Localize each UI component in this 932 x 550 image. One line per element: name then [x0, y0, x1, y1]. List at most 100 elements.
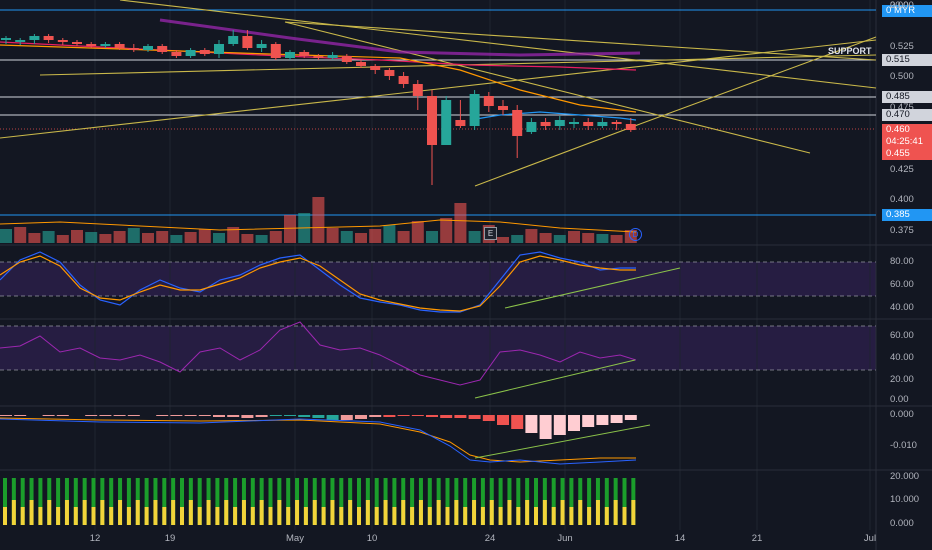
volume-bar [582, 233, 595, 243]
candle-body [100, 44, 111, 46]
macd-histogram-bar [553, 415, 566, 435]
indicator-bar-yellow [268, 507, 273, 525]
bar-tick-label: 20.000 [890, 471, 920, 482]
support-annotation[interactable]: SUPPORT [828, 46, 872, 56]
candle-body [228, 36, 239, 44]
macd-histogram-bar [241, 415, 254, 418]
macd-histogram-bar [113, 415, 126, 416]
volume-bar [525, 229, 538, 243]
currency-badge[interactable]: 0 MYR [882, 5, 932, 17]
time-tick-label: 12 [89, 533, 101, 544]
candle-body [483, 96, 494, 106]
candle-body [356, 62, 366, 66]
candle-body [171, 52, 182, 56]
indicator-bar-green [20, 478, 25, 525]
candle-body [285, 52, 295, 58]
indicator-bar-yellow [631, 500, 636, 525]
indicator-bar-green [56, 478, 61, 525]
macd-histogram-bar [127, 415, 140, 416]
indicator-bar-yellow [91, 507, 96, 525]
dividend-marker[interactable]: D [629, 228, 642, 241]
candle-body [43, 36, 54, 40]
macd-histogram-bar [610, 415, 623, 423]
indicator-bar-yellow [135, 500, 140, 525]
macd-histogram-bar [284, 415, 296, 416]
last-price-label: 0.460 04:25:41 [882, 124, 932, 148]
indicator-bar-yellow [56, 507, 61, 525]
indicator-bar-green [73, 478, 78, 525]
indicator-bar-yellow [454, 500, 459, 525]
macd-histogram-bar [198, 415, 211, 416]
volume-bar [99, 234, 112, 243]
indicator-bar-yellow [604, 507, 609, 525]
volume-bar [85, 232, 98, 243]
indicator-bar-green [109, 478, 114, 525]
indicator-bar-yellow [29, 500, 34, 525]
indicator-bar-yellow [180, 507, 184, 525]
indicator-bar-green [357, 478, 361, 525]
macd-histogram-bar [340, 415, 353, 420]
volume-bar [312, 197, 325, 243]
candle-body [299, 52, 310, 56]
indicator-bar-yellow [587, 507, 592, 525]
volume-bar [170, 235, 183, 243]
macd-histogram-bar [227, 415, 240, 417]
macd-histogram-bar [0, 415, 12, 416]
indicator-bar-yellow [162, 507, 167, 525]
indicator-bar-green [250, 478, 255, 525]
volume-bar [411, 221, 424, 243]
candle-body [199, 50, 210, 54]
indicator-bar-yellow [215, 507, 220, 525]
macd-histogram-bar [482, 415, 495, 421]
candle-body [384, 70, 395, 76]
macd-histogram-bar [468, 415, 481, 419]
candle-body [214, 44, 224, 54]
indicator-bar-green [622, 478, 627, 525]
volume-bar [326, 228, 339, 243]
volume-bar [198, 229, 211, 243]
volume-bar [0, 229, 12, 243]
volume-bar [284, 215, 296, 243]
time-tick-label: May [286, 533, 304, 544]
time-tick-label: 21 [751, 533, 763, 544]
volume-bar [511, 235, 524, 243]
candle-body [597, 122, 608, 126]
macd-histogram-bar [213, 415, 225, 417]
time-tick-label: Jun [557, 533, 573, 544]
indicator-bar-yellow [507, 500, 512, 525]
time-tick-label: 14 [674, 533, 686, 544]
indicator-bar-green [144, 478, 149, 525]
volume-bar [113, 231, 126, 243]
volume-bar [468, 231, 481, 243]
indicator-bar-green [197, 478, 202, 525]
macd-histogram-bar [298, 415, 311, 417]
macd-histogram-bar [269, 415, 282, 416]
level-455-label: 0.455 [882, 148, 932, 160]
indicator-bar-yellow [277, 500, 282, 525]
volume-bar [397, 231, 410, 243]
indicator-bar-green [268, 478, 273, 525]
level-385-label: 0.385 [882, 209, 932, 221]
indicator-bar-yellow [295, 500, 300, 525]
rsi-tick-label: 20.00 [890, 374, 914, 385]
candle-body [72, 42, 82, 44]
macd-histogram-bar [383, 415, 396, 417]
indicator-bar-yellow [126, 507, 131, 525]
indicator-bar-yellow [427, 507, 432, 525]
time-tick-label: 24 [484, 533, 496, 544]
indicator-bar-yellow [20, 507, 25, 525]
volume-bar [255, 235, 268, 243]
macd-histogram-bar [539, 415, 552, 439]
indicator-bar-yellow [11, 500, 16, 525]
indicator-bar-green [321, 478, 326, 525]
indicator-bar-yellow [472, 500, 477, 525]
candle-body [57, 40, 68, 42]
earnings-marker[interactable]: E [484, 227, 497, 240]
candle-body [15, 40, 26, 42]
indicator-bar-green [126, 478, 131, 525]
indicator-bar-green [233, 478, 238, 525]
indicator-bar-yellow [64, 500, 69, 525]
indicator-bar-yellow [171, 500, 176, 525]
macd-histogram-bar [255, 415, 268, 417]
